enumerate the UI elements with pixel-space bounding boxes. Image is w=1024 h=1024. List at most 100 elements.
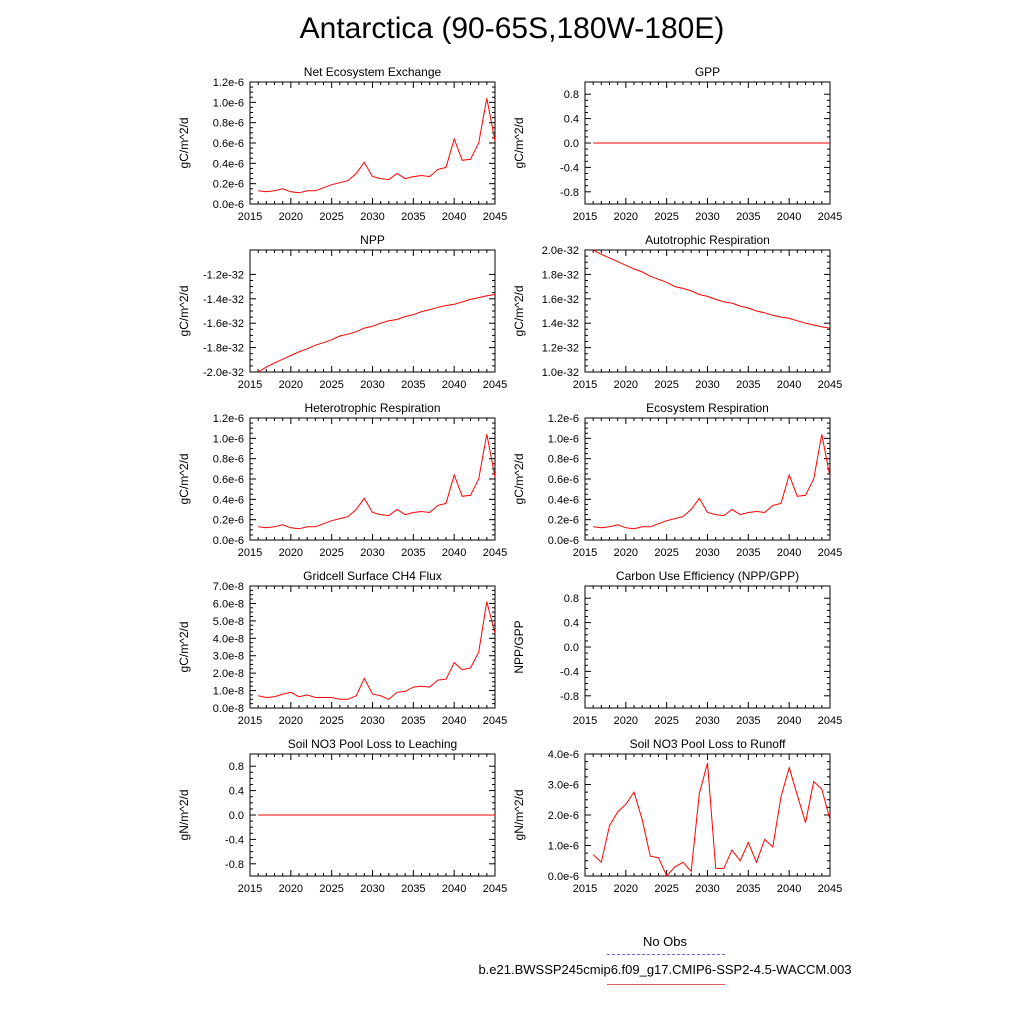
x-tick-label: 2015 bbox=[238, 883, 262, 895]
y-tick-label: 4.0e-6 bbox=[548, 749, 579, 761]
x-tick-label: 2030 bbox=[360, 547, 384, 559]
y-tick-label: 0.4e-6 bbox=[213, 158, 244, 170]
y-axis-label: gC/m^2/d bbox=[512, 118, 526, 169]
y-tick-label: 0.6e-6 bbox=[213, 474, 244, 486]
chart-title: Soil NO3 Pool Loss to Leaching bbox=[288, 737, 457, 751]
x-tick-label: 2025 bbox=[319, 715, 343, 727]
x-tick-label: 2035 bbox=[736, 547, 760, 559]
y-tick-label: 0.0e-6 bbox=[548, 871, 579, 883]
x-tick-label: 2030 bbox=[695, 211, 719, 223]
y-tick-label: 1.2e-6 bbox=[213, 413, 244, 425]
y-tick-label: -0.8 bbox=[560, 691, 579, 703]
chart-title: GPP bbox=[695, 65, 720, 79]
y-tick-label: 0.2e-6 bbox=[213, 515, 244, 527]
chart-title: Net Ecosystem Exchange bbox=[304, 65, 442, 79]
y-axis-label: gC/m^2/d bbox=[512, 454, 526, 505]
plot-frame bbox=[249, 249, 496, 373]
y-tick-label: -1.4e-32 bbox=[203, 294, 244, 306]
x-tick-label: 2040 bbox=[442, 379, 466, 391]
y-tick-label: 1.0e-8 bbox=[213, 686, 244, 698]
y-tick-label: 0.2e-6 bbox=[548, 515, 579, 527]
y-tick-label: 0.4 bbox=[564, 618, 579, 630]
y-tick-label: -1.2e-32 bbox=[203, 269, 244, 281]
chart-panel-9: Soil NO3 Pool Loss to Leaching gN/m^2/d 20… bbox=[177, 737, 507, 895]
x-tick-label: 2040 bbox=[777, 715, 801, 727]
y-tick-label: 0.4e-6 bbox=[213, 494, 244, 506]
y-tick-label: 3.0e-6 bbox=[548, 780, 579, 792]
x-tick-label: 2020 bbox=[614, 883, 638, 895]
plot-frame bbox=[249, 585, 496, 709]
x-tick-label: 2020 bbox=[614, 547, 638, 559]
y-tick-label: -0.4 bbox=[560, 666, 579, 678]
y-tick-label: -1.6e-32 bbox=[203, 318, 244, 330]
x-tick-label: 2020 bbox=[279, 211, 303, 223]
y-axis-label: gN/m^2/d bbox=[512, 790, 526, 841]
x-tick-label: 2015 bbox=[573, 883, 597, 895]
chart-title: Autotrophic Respiration bbox=[645, 233, 770, 247]
x-tick-label: 2020 bbox=[614, 715, 638, 727]
x-tick-label: 2015 bbox=[238, 379, 262, 391]
y-tick-label: 0.4e-6 bbox=[548, 494, 579, 506]
chart-panel-10: Soil NO3 Pool Loss to Runoff gN/m^2/d 2015… bbox=[512, 737, 842, 895]
legend-obs-label: No Obs bbox=[642, 934, 688, 949]
x-tick-label: 2045 bbox=[483, 715, 507, 727]
legend-obs-line bbox=[607, 954, 725, 955]
plot-frame bbox=[249, 81, 496, 205]
x-tick-label: 2015 bbox=[573, 715, 597, 727]
x-tick-label: 2030 bbox=[360, 715, 384, 727]
y-tick-label: -1.8e-32 bbox=[203, 343, 244, 355]
y-tick-label: 0.8 bbox=[564, 593, 579, 605]
x-tick-label: 2025 bbox=[654, 547, 678, 559]
y-axis-label: gN/m^2/d bbox=[177, 790, 191, 841]
x-tick-label: 2035 bbox=[401, 883, 425, 895]
y-tick-label: 0.6e-6 bbox=[548, 474, 579, 486]
y-tick-label: 0.0e-6 bbox=[213, 199, 244, 211]
y-tick-label: 0.6e-6 bbox=[213, 138, 244, 150]
x-tick-label: 2015 bbox=[573, 547, 597, 559]
y-tick-label: 0.8 bbox=[564, 89, 579, 101]
y-tick-label: 0.0 bbox=[229, 810, 244, 822]
x-tick-label: 2030 bbox=[695, 883, 719, 895]
x-tick-label: 2025 bbox=[654, 715, 678, 727]
x-tick-label: 2030 bbox=[695, 547, 719, 559]
y-tick-label: 0.8e-6 bbox=[548, 454, 579, 466]
y-tick-label: 0.2e-6 bbox=[213, 179, 244, 191]
y-tick-label: 5.0e-8 bbox=[213, 616, 244, 628]
chart-panel-6: Ecosystem Respiration gC/m^2/d 2015 2020 202… bbox=[512, 401, 842, 559]
chart-panel-7: Gridcell Surface CH4 Flux gC/m^2/d 2015 202… bbox=[177, 569, 507, 727]
x-tick-label: 2015 bbox=[573, 211, 597, 223]
legend-case-line bbox=[607, 984, 725, 985]
x-tick-label: 2045 bbox=[818, 883, 842, 895]
x-tick-label: 2045 bbox=[818, 379, 842, 391]
x-tick-label: 2035 bbox=[736, 211, 760, 223]
x-tick-label: 2035 bbox=[736, 379, 760, 391]
x-tick-label: 2030 bbox=[360, 211, 384, 223]
y-tick-label: 1.0e-32 bbox=[542, 367, 579, 379]
chart-panel-3: NPP gC/m^2/d 2015 2020 2025 2030 2035 2040 2045 -… bbox=[177, 233, 507, 391]
x-tick-label: 2035 bbox=[736, 715, 760, 727]
y-tick-label: 0.0e-6 bbox=[548, 535, 579, 547]
chart-title: Gridcell Surface CH4 Flux bbox=[303, 569, 442, 583]
chart-panel-4: Autotrophic Respiration gC/m^2/d 2015 2020 2… bbox=[512, 233, 842, 391]
y-axis-label: gC/m^2/d bbox=[177, 454, 191, 505]
plot-frame bbox=[584, 585, 831, 709]
x-tick-label: 2040 bbox=[777, 547, 801, 559]
x-tick-label: 2045 bbox=[818, 715, 842, 727]
x-tick-label: 2040 bbox=[777, 379, 801, 391]
y-tick-label: 4.0e-8 bbox=[213, 633, 244, 645]
chart-panel-5: Heterotrophic Respiration gC/m^2/d 2015 202… bbox=[177, 401, 507, 559]
x-tick-label: 2025 bbox=[654, 883, 678, 895]
plot-frame bbox=[584, 249, 831, 373]
y-tick-label: -2.0e-32 bbox=[203, 367, 244, 379]
x-tick-label: 2025 bbox=[319, 883, 343, 895]
y-tick-label: 0.0 bbox=[564, 138, 579, 150]
y-tick-label: 0.0e-8 bbox=[213, 703, 244, 715]
x-tick-label: 2045 bbox=[818, 211, 842, 223]
y-tick-label: 1.2e-32 bbox=[542, 343, 579, 355]
x-tick-label: 2030 bbox=[360, 883, 384, 895]
plot-frame bbox=[249, 417, 496, 541]
y-tick-label: 1.0e-6 bbox=[548, 841, 579, 853]
x-tick-label: 2025 bbox=[319, 547, 343, 559]
chart-title: Heterotrophic Respiration bbox=[304, 401, 440, 415]
x-tick-label: 2040 bbox=[442, 883, 466, 895]
